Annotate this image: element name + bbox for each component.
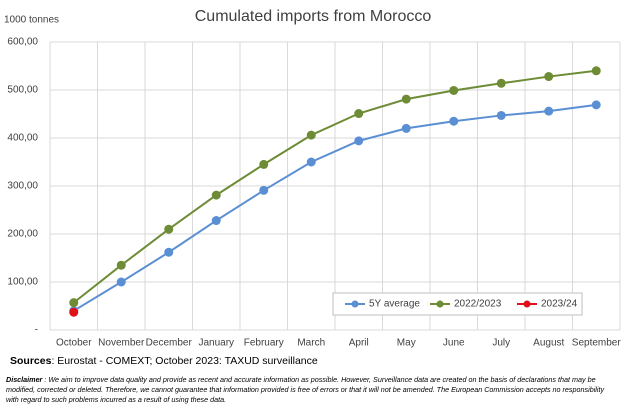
x-tick-label: May	[397, 338, 416, 349]
data-point	[306, 130, 316, 140]
series-line	[73, 103, 597, 312]
y-tick-label: -	[35, 325, 38, 336]
disclaimer: Disclaimer : We aim to improve data qual…	[6, 375, 618, 405]
x-tick-label: August	[533, 338, 564, 349]
x-tick-label: November	[98, 338, 145, 349]
data-point	[449, 85, 459, 95]
data-point	[259, 185, 269, 195]
x-tick-label: April	[349, 338, 369, 349]
chart-title: Cumulated imports from Morocco	[195, 8, 432, 25]
data-point	[591, 100, 601, 110]
legend-label: 2022/2023	[454, 299, 502, 310]
data-point	[164, 224, 174, 234]
data-point	[69, 307, 79, 317]
legend-label: 2023/24	[541, 299, 578, 310]
x-tick-label: July	[492, 338, 510, 349]
sources: Sources: Eurostat - COMEXT; October 2023…	[10, 355, 318, 367]
data-point	[211, 216, 221, 226]
data-point	[306, 157, 316, 167]
x-tick-label: June	[443, 338, 465, 349]
sources-text: : Eurostat - COMEXT; October 2023: TAXUD…	[51, 355, 318, 367]
data-point	[401, 94, 411, 104]
x-tick-label: January	[198, 338, 234, 349]
x-tick-label: March	[297, 338, 325, 349]
data-point	[116, 277, 126, 287]
legend-marker	[436, 300, 444, 308]
data-point	[116, 260, 126, 270]
legend-label: 5Y average	[369, 299, 420, 310]
data-point	[544, 106, 554, 116]
data-point	[401, 123, 411, 133]
y-unit: 1000 tonnes	[4, 15, 59, 26]
data-point	[496, 110, 506, 120]
x-tick-label: December	[146, 338, 193, 349]
data-point	[69, 298, 79, 308]
chart: Cumulated imports from Morocco 1000 tonn…	[4, 8, 622, 349]
y-tick-label: 200,00	[7, 229, 38, 240]
data-point	[449, 116, 459, 126]
disclaimer-text: : We aim to improve data quality and pro…	[6, 375, 605, 404]
y-tick-label: 600,00	[7, 37, 38, 48]
sources-label: Sources	[10, 355, 52, 367]
data-point	[591, 66, 601, 76]
data-point	[164, 247, 174, 257]
data-point	[211, 190, 221, 200]
y-tick-label: 400,00	[7, 133, 38, 144]
data-point	[259, 159, 269, 169]
data-point	[496, 78, 506, 88]
x-tick-label: February	[244, 338, 284, 349]
legend-box	[332, 292, 583, 316]
data-point	[544, 72, 554, 82]
x-tick-label: September	[572, 338, 622, 349]
data-point	[354, 109, 364, 119]
legend-marker	[351, 300, 359, 308]
series-line	[73, 69, 597, 304]
y-tick-label: 300,00	[7, 181, 38, 192]
y-tick-label: 500,00	[7, 85, 38, 96]
x-tick-label: October	[56, 338, 92, 349]
y-tick-label: 100,00	[7, 277, 38, 288]
legend-marker	[523, 300, 531, 308]
disclaimer-label: Disclaimer	[6, 375, 43, 384]
data-point	[354, 136, 364, 146]
